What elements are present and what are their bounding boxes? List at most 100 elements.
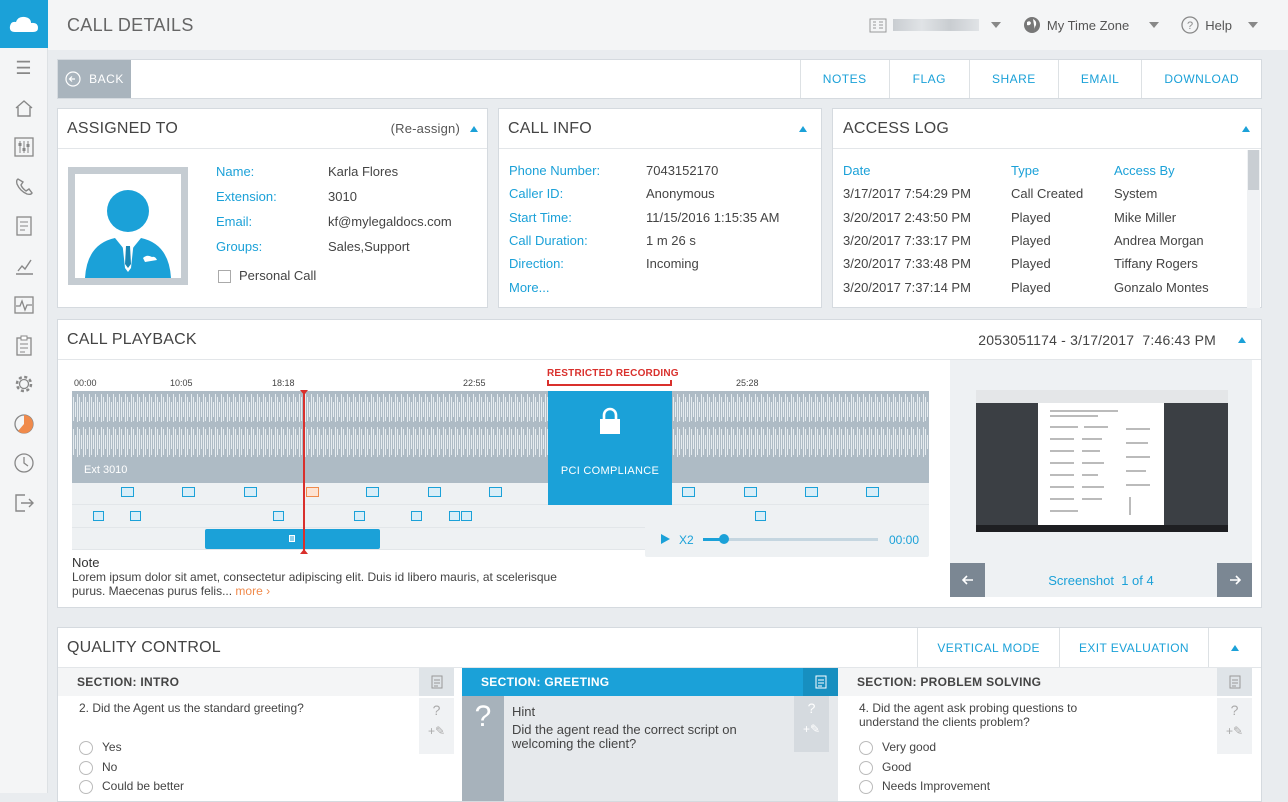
collapse-icon[interactable] xyxy=(1238,336,1246,343)
download-button[interactable]: DOWNLOAD xyxy=(1141,60,1261,98)
radio-button[interactable] xyxy=(79,760,93,775)
screenshot-marker[interactable] xyxy=(866,487,879,497)
help-icon[interactable]: ? xyxy=(1230,702,1239,718)
flag-button[interactable]: FLAG xyxy=(888,60,969,98)
note-marker[interactable] xyxy=(130,511,141,521)
document-icon[interactable] xyxy=(1217,668,1252,696)
exit-evaluation-button[interactable]: EXIT EVALUATION xyxy=(1058,628,1208,667)
vertical-mode-button[interactable]: VERTICAL MODE xyxy=(917,628,1059,667)
waveform[interactable] xyxy=(672,391,929,483)
previous-screenshot-button[interactable] xyxy=(950,563,985,597)
timezone-selector[interactable]: My Time Zone xyxy=(1023,16,1160,34)
next-screenshot-button[interactable] xyxy=(1217,563,1252,597)
screenshot-marker[interactable] xyxy=(428,487,441,497)
note-text: Lorem ipsum dolor sit amet, consectetur … xyxy=(72,570,557,598)
note-marker[interactable] xyxy=(411,511,422,521)
access-log-scrollbar[interactable] xyxy=(1247,150,1260,308)
help-icon[interactable]: ? xyxy=(807,700,816,716)
waveform[interactable]: Ext 3010 xyxy=(72,391,548,483)
note-marker[interactable] xyxy=(273,511,284,521)
pie-chart-icon[interactable] xyxy=(0,404,47,444)
note-marker[interactable] xyxy=(93,511,104,521)
radio-button[interactable] xyxy=(859,779,873,794)
back-button[interactable]: BACK xyxy=(58,60,131,98)
note-marker[interactable] xyxy=(755,511,766,521)
radio-button[interactable] xyxy=(79,740,93,755)
selection-range[interactable] xyxy=(205,529,380,549)
answer-option[interactable]: Good xyxy=(859,760,911,775)
more-link[interactable]: more › xyxy=(235,584,271,598)
gear-icon[interactable] xyxy=(0,365,47,405)
document-icon[interactable] xyxy=(803,668,838,696)
pulse-icon[interactable] xyxy=(0,286,47,326)
collapse-icon[interactable] xyxy=(470,125,478,132)
restricted-recording-label: RESTRICTED RECORDING xyxy=(547,368,679,379)
playhead[interactable] xyxy=(303,391,305,553)
waveform-graphic xyxy=(672,391,929,461)
assigned-to-panel: ASSIGNED TO (Re-assign) Name: Karla Flor… xyxy=(57,108,488,308)
home-icon[interactable] xyxy=(0,88,47,128)
clipboard-icon[interactable] xyxy=(0,325,47,365)
screenshot-marker[interactable] xyxy=(121,487,134,497)
personal-call-checkbox[interactable] xyxy=(218,270,231,283)
chart-icon[interactable] xyxy=(0,246,47,286)
document-lines-graphic xyxy=(1050,410,1150,515)
cloud-logo-icon[interactable] xyxy=(0,0,48,48)
answer-option[interactable]: Yes xyxy=(79,740,122,755)
answer-option[interactable]: Needs Improvement xyxy=(859,779,990,794)
progress-track[interactable] xyxy=(703,534,878,544)
speed-button[interactable]: X2 xyxy=(679,533,694,547)
share-button[interactable]: SHARE xyxy=(968,60,1058,98)
column-header-type[interactable]: Type xyxy=(1011,163,1040,178)
document-icon[interactable] xyxy=(419,668,454,696)
time-tick: 18:18 xyxy=(272,378,295,388)
help-icon[interactable]: ? xyxy=(432,702,441,718)
add-note-icon[interactable]: +✎ xyxy=(427,724,446,738)
option-label: Good xyxy=(882,760,912,774)
caller-id-label: Caller ID: xyxy=(509,186,564,201)
phone-icon[interactable] xyxy=(0,167,47,207)
option-label: Could be better xyxy=(102,779,185,793)
email-button[interactable]: EMAIL xyxy=(1057,60,1142,98)
column-header-date[interactable]: Date xyxy=(843,163,871,178)
menu-icon[interactable]: ☰ xyxy=(15,57,32,78)
collapse-button[interactable] xyxy=(1208,628,1261,667)
add-note-icon[interactable]: +✎ xyxy=(802,722,821,736)
screenshot-marker[interactable] xyxy=(366,487,379,497)
account-selector[interactable] xyxy=(869,17,1001,33)
screenshot-marker-active[interactable] xyxy=(306,487,319,497)
notes-button[interactable]: NOTES xyxy=(799,60,889,98)
report-icon[interactable] xyxy=(0,207,47,247)
radio-button[interactable] xyxy=(859,740,873,755)
answer-option[interactable]: Very good xyxy=(859,740,936,755)
radio-button[interactable] xyxy=(859,760,873,775)
radio-button[interactable] xyxy=(79,779,93,794)
screenshot-marker[interactable] xyxy=(182,487,195,497)
note-marker[interactable] xyxy=(354,511,365,521)
answer-option[interactable]: Could be better xyxy=(79,779,184,794)
building-icon xyxy=(869,18,887,33)
column-header-access-by[interactable]: Access By xyxy=(1114,163,1175,178)
help-menu[interactable]: ? Help xyxy=(1181,16,1258,34)
progress-thumb[interactable] xyxy=(719,534,729,544)
add-note-icon[interactable]: +✎ xyxy=(1225,724,1244,738)
screenshot-marker[interactable] xyxy=(805,487,818,497)
note-marker[interactable] xyxy=(461,511,472,521)
screenshot-marker[interactable] xyxy=(244,487,257,497)
more-link[interactable]: More... xyxy=(509,280,550,295)
answer-option[interactable]: No xyxy=(79,760,117,775)
screenshot-marker[interactable] xyxy=(744,487,757,497)
screenshot-marker[interactable] xyxy=(489,487,502,497)
screenshot-image[interactable] xyxy=(976,390,1228,532)
clock-icon[interactable] xyxy=(0,444,47,484)
logout-icon[interactable] xyxy=(0,483,47,523)
note-marker[interactable] xyxy=(449,511,460,521)
screenshot-marker[interactable] xyxy=(682,487,695,497)
reassign-link[interactable]: (Re-assign) xyxy=(390,121,460,136)
collapse-icon[interactable] xyxy=(799,125,807,132)
chevron-down-icon xyxy=(1149,22,1160,28)
collapse-icon[interactable] xyxy=(1242,125,1250,132)
selection-handle-icon[interactable] xyxy=(289,535,295,542)
sliders-icon[interactable] xyxy=(0,128,47,168)
play-icon[interactable] xyxy=(661,534,670,544)
